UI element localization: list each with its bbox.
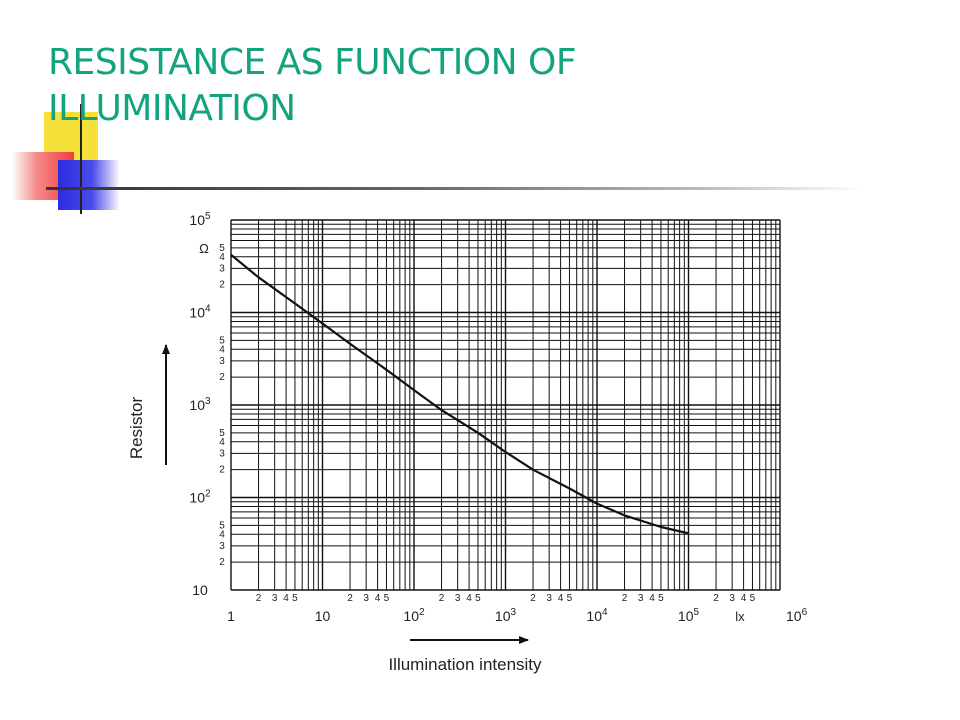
series-line: [230, 253, 689, 535]
y-minor-tick-label: 5: [219, 428, 225, 439]
x-tick-label: 103: [495, 607, 517, 624]
y-minor-tick-label: 5: [219, 335, 225, 346]
y-minor-tick-label: 2: [219, 557, 225, 568]
x-minor-tick-label: 3: [638, 593, 644, 604]
x-minor-tick-label: 4: [466, 593, 472, 604]
x-minor-tick-label: 2: [713, 593, 719, 604]
y-tick-label: 103: [189, 396, 211, 413]
x-unit-label: lx: [735, 609, 745, 624]
x-minor-tick-label: 3: [363, 593, 369, 604]
y-axis-title: Resistor: [127, 396, 146, 459]
y-tick-label: 105: [189, 211, 211, 228]
y-minor-tick-label: 3: [219, 541, 225, 552]
chart-series: [230, 253, 689, 535]
x-tick-label: 105: [678, 607, 700, 624]
y-unit-label: Ω: [199, 241, 209, 256]
chart-grid: [230, 219, 781, 591]
y-tick-label: 102: [189, 489, 211, 506]
y-minor-tick-label: 5: [219, 520, 225, 531]
x-minor-tick-label: 2: [439, 593, 445, 604]
x-minor-tick-label: 4: [649, 593, 655, 604]
y-minor-tick-label: 2: [219, 372, 225, 383]
x-minor-tick-label: 4: [283, 593, 289, 604]
y-minor-tick-label: 2: [219, 465, 225, 476]
x-minor-tick-label: 2: [347, 593, 353, 604]
x-tick-label: 10: [315, 608, 331, 624]
x-tick-label: 1: [227, 608, 235, 624]
y-minor-tick-label: 3: [219, 356, 225, 367]
x-minor-tick-label: 3: [546, 593, 552, 604]
y-minor-tick-label: 4: [219, 437, 225, 448]
x-minor-tick-label: 3: [272, 593, 278, 604]
x-minor-tick-label: 5: [475, 593, 481, 604]
x-minor-tick-label: 4: [375, 593, 381, 604]
slide-title: RESISTANCE AS FUNCTION OF ILLUMINATION: [48, 42, 577, 129]
x-axis-title: Illumination intensity: [388, 655, 542, 674]
x-minor-tick-label: 5: [567, 593, 573, 604]
y-minor-tick-label: 2: [219, 280, 225, 291]
x-minor-tick-label: 2: [530, 593, 536, 604]
y-minor-tick-label: 5: [219, 243, 225, 254]
y-minor-tick-label: 4: [219, 252, 225, 263]
x-minor-tick-label: 3: [455, 593, 461, 604]
y-minor-tick-label: 3: [219, 448, 225, 459]
x-minor-tick-label: 5: [750, 593, 756, 604]
x-minor-tick-label: 5: [292, 593, 298, 604]
x-minor-tick-label: 4: [558, 593, 564, 604]
x-minor-tick-label: 5: [658, 593, 664, 604]
x-minor-tick-label: 2: [256, 593, 262, 604]
y-minor-tick-label: 4: [219, 344, 225, 355]
x-minor-tick-label: 2: [622, 593, 628, 604]
x-minor-tick-label: 5: [384, 593, 390, 604]
y-tick-label: 10: [192, 582, 208, 598]
decor-blue-square: [58, 160, 120, 210]
y-tick-label: 104: [189, 304, 211, 321]
title-underline: [46, 187, 866, 190]
y-minor-tick-label: 4: [219, 529, 225, 540]
x-tick-label: 104: [586, 607, 608, 624]
x-minor-tick-label: 3: [729, 593, 735, 604]
x-minor-tick-label: 4: [741, 593, 747, 604]
x-tick-label: 102: [403, 607, 425, 624]
y-minor-tick-label: 3: [219, 263, 225, 274]
decor-vertical-line: [80, 104, 82, 214]
x-tick-label: 106: [786, 607, 808, 624]
